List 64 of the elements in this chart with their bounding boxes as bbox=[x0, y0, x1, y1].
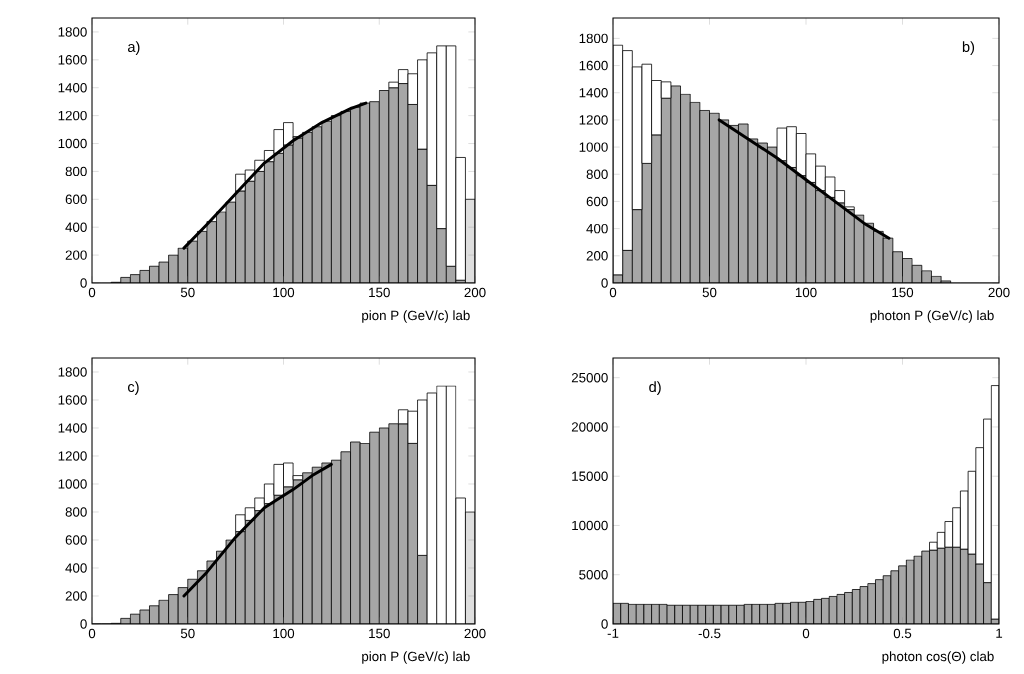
x-tick-label: 200 bbox=[988, 287, 1010, 298]
annotation: c) bbox=[127, 381, 139, 395]
x-tick-label: -1 bbox=[607, 628, 619, 638]
y-tick-label: 0 bbox=[601, 278, 608, 288]
y-tick-label: 25000 bbox=[571, 372, 608, 383]
x-axis-title: photon cos(Θ) clab bbox=[882, 651, 994, 664]
annotation: b) bbox=[962, 41, 975, 55]
y-tick-label: 20000 bbox=[571, 422, 608, 432]
annotation: d) bbox=[649, 381, 661, 395]
y-tick-label: 1000 bbox=[58, 138, 87, 149]
x-tick-label: 150 bbox=[892, 287, 914, 298]
y-tick-label: 0 bbox=[80, 278, 87, 288]
x-tick-label: 1 bbox=[996, 628, 1003, 638]
y-tick-label: 400 bbox=[65, 563, 87, 573]
y-tick-label: 800 bbox=[65, 166, 87, 177]
y-tick-label: 800 bbox=[586, 169, 608, 179]
y-tick-label: 600 bbox=[65, 194, 87, 205]
y-tick-label: 1800 bbox=[58, 367, 87, 377]
y-tick-label: 15000 bbox=[572, 471, 608, 481]
x-tick-label: 150 bbox=[369, 628, 390, 639]
y-tick-label: 10000 bbox=[572, 520, 608, 531]
x-tick-label: 0 bbox=[88, 287, 96, 298]
y-tick-label: 400 bbox=[65, 222, 87, 232]
y-tick-label: 1200 bbox=[58, 451, 87, 461]
y-tick-label: 1000 bbox=[58, 479, 87, 489]
y-tick-label: 1400 bbox=[58, 83, 87, 93]
x-axis-title: pion P (GeV/c) lab bbox=[362, 310, 470, 323]
annotation: a) bbox=[127, 41, 140, 55]
x-axis-title: photon P (GeV/c) lab bbox=[870, 310, 994, 323]
y-tick-label: 600 bbox=[586, 196, 608, 207]
x-tick-label: 0.5 bbox=[893, 628, 912, 639]
y-tick-label: 1200 bbox=[579, 115, 608, 125]
x-tick-label: 200 bbox=[464, 628, 486, 639]
x-tick-label: 50 bbox=[180, 287, 195, 298]
y-tick-label: 600 bbox=[65, 535, 87, 545]
x-tick-label: -0.5 bbox=[698, 628, 721, 639]
y-tick-label: 200 bbox=[65, 591, 87, 601]
x-tick-label: 0 bbox=[609, 287, 617, 298]
y-tick-label: 0 bbox=[80, 619, 87, 629]
x-tick-label: 50 bbox=[180, 628, 195, 639]
y-tick-label: 1600 bbox=[58, 55, 87, 65]
x-tick-label: 0 bbox=[88, 628, 96, 639]
x-axis-title: pion P (GeV/c) lab bbox=[362, 651, 470, 664]
x-tick-label: 0 bbox=[802, 628, 810, 639]
y-tick-label: 200 bbox=[65, 250, 87, 260]
y-tick-label: 1600 bbox=[579, 60, 608, 71]
y-tick-label: 400 bbox=[586, 223, 608, 234]
x-tick-label: 100 bbox=[273, 287, 295, 298]
x-tick-label: 200 bbox=[464, 287, 486, 298]
x-tick-label: 100 bbox=[273, 628, 295, 639]
x-tick-label: 100 bbox=[795, 287, 817, 298]
y-tick-label: 200 bbox=[586, 251, 608, 261]
y-tick-label: 0 bbox=[601, 619, 608, 629]
y-tick-label: 1600 bbox=[58, 395, 87, 405]
y-tick-label: 1800 bbox=[579, 33, 608, 44]
y-tick-label: 1400 bbox=[579, 88, 608, 98]
y-tick-label: 1400 bbox=[58, 423, 87, 433]
x-tick-label: 50 bbox=[702, 287, 717, 298]
x-tick-label: 150 bbox=[369, 287, 390, 298]
y-tick-label: 5000 bbox=[579, 570, 608, 580]
y-tick-label: 1200 bbox=[58, 110, 87, 121]
y-tick-label: 1800 bbox=[58, 27, 87, 37]
y-tick-label: 1000 bbox=[579, 142, 608, 152]
y-tick-label: 800 bbox=[65, 507, 87, 517]
